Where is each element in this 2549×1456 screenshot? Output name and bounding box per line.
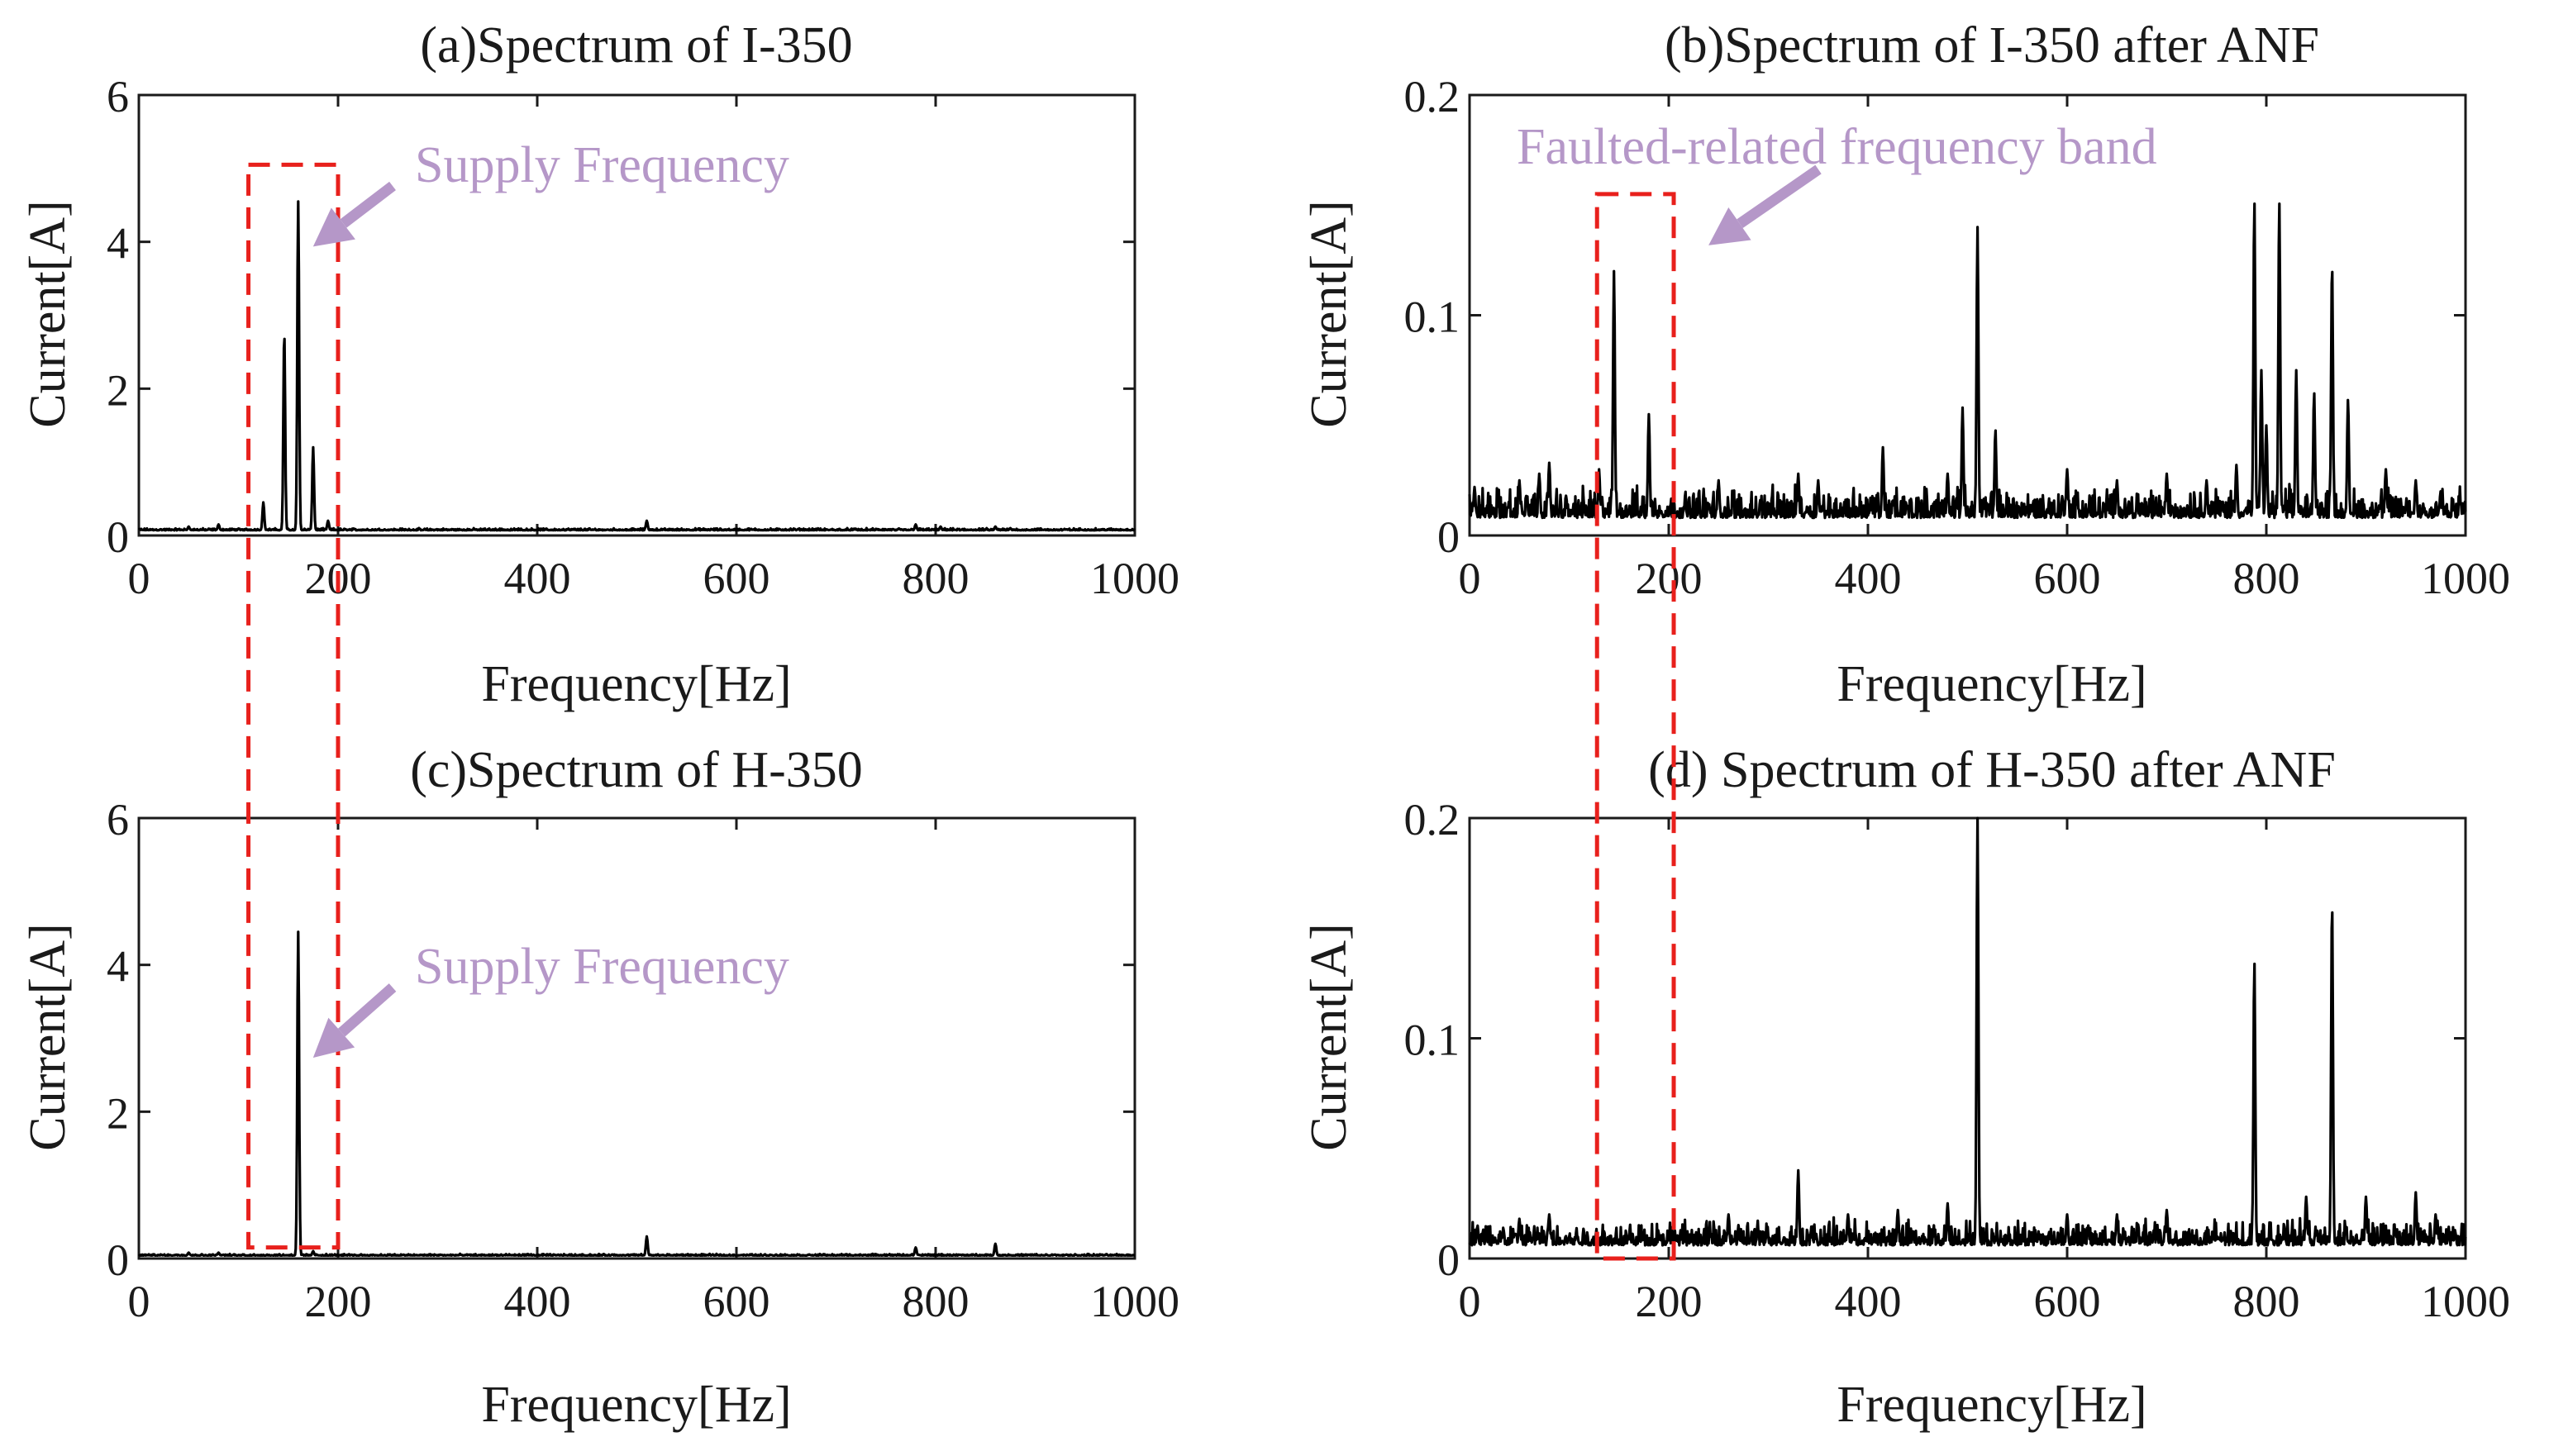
highlight-overlay xyxy=(246,162,1822,1261)
panel-c-title: (c)Spectrum of H-350 xyxy=(410,742,863,798)
panel-c-ytick-label: 0 xyxy=(107,1235,129,1285)
panel-b-title: (b)Spectrum of I-350 after ANF xyxy=(1665,17,2319,74)
panel-a-spectrum-line xyxy=(137,200,1136,532)
panel-d-xtick-label: 200 xyxy=(1636,1277,1703,1326)
panel-d-spectrum-line xyxy=(1468,816,2467,1247)
panel-c-spectrum-line xyxy=(137,930,1136,1258)
panel-c-xtick-label: 800 xyxy=(903,1277,970,1326)
panel-a-axes-box xyxy=(137,93,1136,537)
panel-d-axes-box xyxy=(1468,816,2467,1260)
panel-a-ytick-label: 4 xyxy=(107,219,129,269)
panel-d-xtick-label: 400 xyxy=(1835,1277,1902,1326)
panel-d-ylabel: Current[A] xyxy=(1301,923,1357,1150)
panel-d-xtick-label: 600 xyxy=(2034,1277,2101,1326)
panel-d-xtick-label: 1000 xyxy=(2421,1277,2510,1326)
panel-a-xtick-label: 1000 xyxy=(1090,554,1179,603)
panel-b-xtick-label: 1000 xyxy=(2421,554,2510,603)
panel-c-xtick-label: 200 xyxy=(305,1277,372,1326)
panel-d-ytick-label: 0 xyxy=(1437,1235,1460,1285)
panel-a-xtick-label: 0 xyxy=(128,554,150,603)
panel-c-xtick-label: 0 xyxy=(128,1277,150,1326)
panel-d-xtick-label: 0 xyxy=(1459,1277,1481,1326)
panel-a-ylabel: Current[A] xyxy=(20,200,76,427)
panel-a-annotation-arrow-head xyxy=(312,207,355,247)
panel-c-annotation-arrow-head xyxy=(312,1017,355,1059)
panel-c-ytick-label: 2 xyxy=(107,1088,129,1138)
panel-b-annotation-arrow-shaft xyxy=(1737,164,1822,229)
panel-c-axes-box xyxy=(137,816,1136,1260)
panel-a-ytick-label: 6 xyxy=(107,72,129,121)
panel-a-ytick-label: 0 xyxy=(107,512,129,562)
panel-d-xlabel: Frequency[Hz] xyxy=(1837,1377,2146,1433)
panel-a-title: (a)Spectrum of I-350 xyxy=(420,17,852,74)
panel-b-ylabel: Current[A] xyxy=(1301,200,1357,427)
panel-b-spectrum-line xyxy=(1468,202,2467,520)
panel-b-annotation-arrow-head xyxy=(1708,207,1751,245)
panel-b-xtick-label: 400 xyxy=(1835,554,1902,603)
panel-b-xtick-label: 0 xyxy=(1459,554,1481,603)
panel-d-ytick-label: 0.1 xyxy=(1404,1016,1460,1065)
panel-d: (d) Spectrum of H-350 after ANF Frequenc… xyxy=(1301,742,2510,1433)
panel-b-xtick-label: 600 xyxy=(2034,554,2101,603)
panel-b-ytick-label: 0 xyxy=(1437,512,1460,562)
panel-b-ytick-label: 0.1 xyxy=(1404,293,1460,342)
panel-a-annotation-text: Supply Frequency xyxy=(415,137,789,193)
panel-a-xtick-label: 600 xyxy=(703,554,770,603)
panel-b-xlabel: Frequency[Hz] xyxy=(1837,656,2146,712)
panel-c-ytick-label: 4 xyxy=(107,942,129,992)
panel-b-xtick-label: 800 xyxy=(2233,554,2300,603)
panel-c-annotation-arrow-shaft xyxy=(337,983,397,1037)
panel-b-annotation-text: Faulted-related frequency band xyxy=(1517,119,2157,175)
supply-frequency-band-box xyxy=(246,162,341,1250)
panel-b-xtick-label: 200 xyxy=(1636,554,1703,603)
panel-a-xtick-label: 800 xyxy=(903,554,970,603)
panel-a-ytick-label: 2 xyxy=(107,365,129,415)
panel-c-ylabel: Current[A] xyxy=(20,923,76,1150)
panel-c-xtick-label: 1000 xyxy=(1090,1277,1179,1326)
panel-d-ytick-label: 0.2 xyxy=(1404,795,1460,845)
panel-a-annotation-arrow-shaft xyxy=(340,181,396,228)
panel-c: (c)Spectrum of H-350 Frequency[Hz] Curre… xyxy=(20,742,1179,1433)
panel-d-title: (d) Spectrum of H-350 after ANF xyxy=(1648,742,2336,798)
panel-c-xtick-label: 600 xyxy=(703,1277,770,1326)
panel-a-xlabel: Frequency[Hz] xyxy=(481,656,791,712)
panel-a-xtick-label: 400 xyxy=(504,554,571,603)
panel-c-annotation-text: Supply Frequency xyxy=(415,939,789,995)
panel-d-xtick-label: 800 xyxy=(2233,1277,2300,1326)
panel-b: (b)Spectrum of I-350 after ANF Frequency… xyxy=(1301,17,2510,712)
fault-frequency-band-box xyxy=(1594,192,1676,1261)
panel-b-ytick-label: 0.2 xyxy=(1404,72,1460,121)
panel-c-xtick-label: 400 xyxy=(504,1277,571,1326)
panel-a: (a)Spectrum of I-350 Frequency[Hz] Curre… xyxy=(20,17,1179,712)
panel-c-ytick-label: 6 xyxy=(107,795,129,845)
panel-c-xlabel: Frequency[Hz] xyxy=(481,1377,791,1433)
